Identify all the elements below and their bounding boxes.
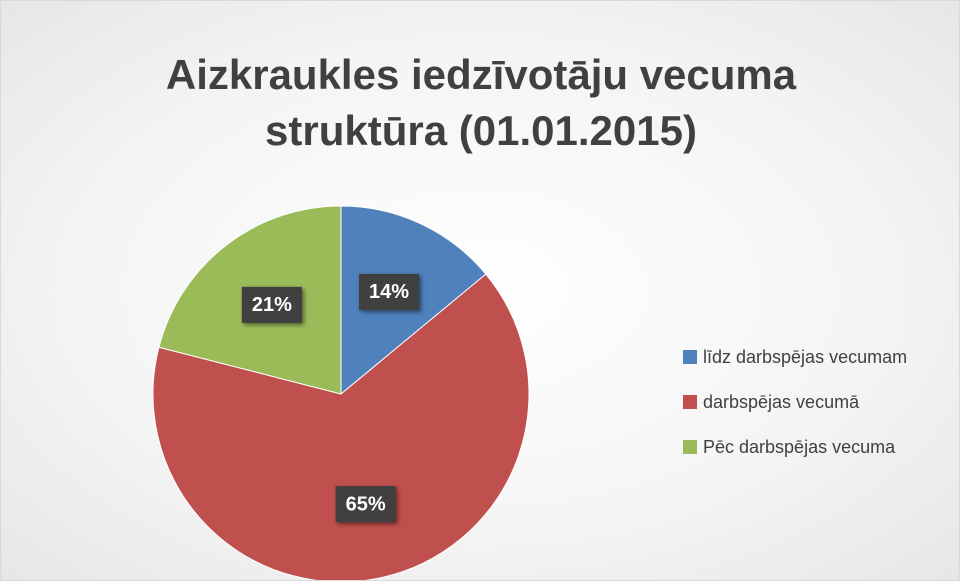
- legend-label: Pēc darbspējas vecuma: [703, 437, 896, 457]
- data-label-box: [241, 286, 302, 323]
- pie-slice: [152, 273, 530, 580]
- legend-swatch: [683, 395, 697, 409]
- legend-label: līdz darbspējas vecumam: [703, 347, 907, 367]
- data-label: 65%: [346, 493, 386, 515]
- data-label: 14%: [369, 281, 409, 303]
- legend-swatch: [683, 350, 697, 364]
- data-label-box: [359, 273, 420, 310]
- legend-label: darbspējas vecumā: [703, 392, 860, 412]
- legend-swatch: [683, 440, 697, 454]
- data-label-box: [335, 486, 396, 523]
- chart-title: Aizkraukles iedzīvotāju vecuma struktūra…: [165, 51, 797, 154]
- data-label: 21%: [252, 294, 292, 316]
